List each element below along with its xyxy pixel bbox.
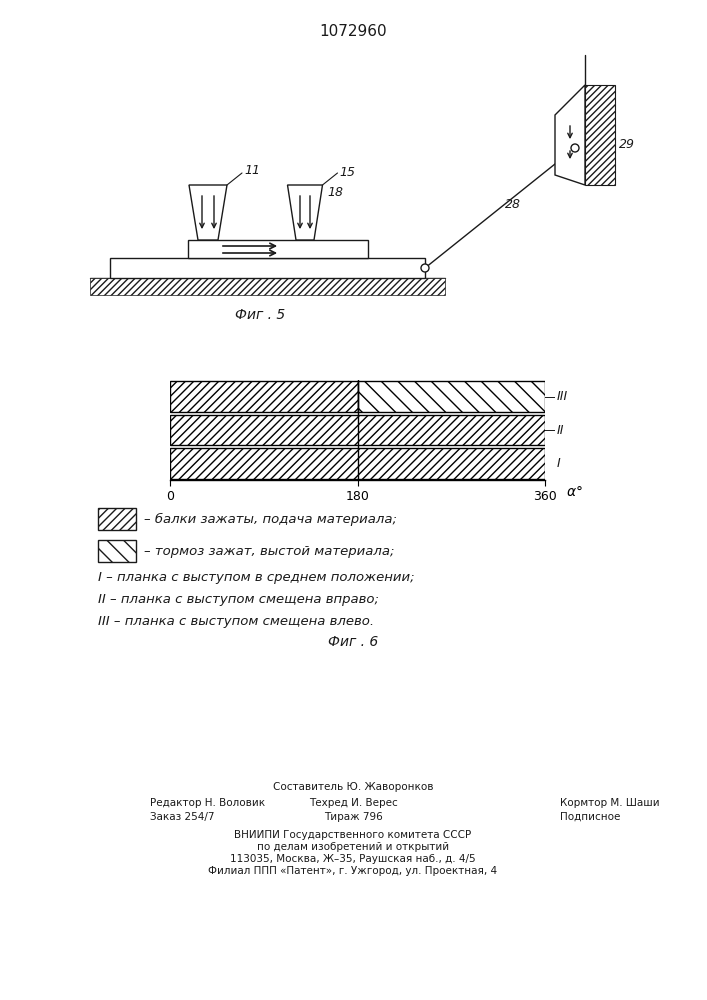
Polygon shape [288,185,322,240]
Circle shape [571,144,579,152]
Text: $\alpha°$: $\alpha°$ [566,485,583,499]
Text: II: II [557,424,564,436]
Bar [170,415,545,445]
Text: – балки зажаты, подача материала;: – балки зажаты, подача материала; [144,512,397,526]
Bar [110,258,425,278]
Text: 15: 15 [339,166,356,180]
Text: Редактор Н. Воловик: Редактор Н. Воловик [150,798,265,808]
Text: Подписное: Подписное [560,812,620,822]
Bar [90,278,445,295]
Text: III: III [557,390,568,403]
Text: 113035, Москва, Ж–35, Раушская наб., д. 4/5: 113035, Москва, Ж–35, Раушская наб., д. … [230,854,476,864]
Text: I: I [557,457,561,470]
Text: Техред И. Верес: Техред И. Верес [309,798,397,808]
Text: Фиг . 5: Фиг . 5 [235,308,285,322]
Text: – тормоз зажат, выстой материала;: – тормоз зажат, выстой материала; [144,544,395,558]
Text: I – планка с выступом в среднем положении;: I – планка с выступом в среднем положени… [98,572,414,584]
Bar [98,540,136,562]
Text: 29: 29 [619,138,635,151]
Text: 18: 18 [327,186,344,200]
Polygon shape [555,85,585,185]
Text: 28: 28 [505,198,521,212]
Text: Заказ 254/7: Заказ 254/7 [150,812,214,822]
Text: ВНИИПИ Государственного комитета СССР: ВНИИПИ Государственного комитета СССР [235,830,472,840]
Text: Кормтор М. Шаши: Кормтор М. Шаши [560,798,660,808]
Text: Фиг . 6: Фиг . 6 [328,635,378,649]
Text: Тираж 796: Тираж 796 [324,812,382,822]
Bar [358,381,545,412]
Text: II – планка с выступом смещена вправо;: II – планка с выступом смещена вправо; [98,593,379,606]
Polygon shape [189,185,227,240]
Bar [170,448,545,479]
Text: III – планка с выступом смещена влево.: III – планка с выступом смещена влево. [98,615,374,629]
Text: Составитель Ю. Жаворонков: Составитель Ю. Жаворонков [273,782,433,792]
Text: по делам изобретений и открытий: по делам изобретений и открытий [257,842,449,852]
Circle shape [421,264,429,272]
Text: 1072960: 1072960 [319,24,387,39]
Text: 11: 11 [244,164,260,178]
Bar [170,381,358,412]
Bar [98,508,136,530]
Bar [585,85,615,185]
Bar [188,240,368,258]
Text: Филиал ППП «Патент», г. Ужгород, ул. Проектная, 4: Филиал ППП «Патент», г. Ужгород, ул. Про… [209,866,498,876]
